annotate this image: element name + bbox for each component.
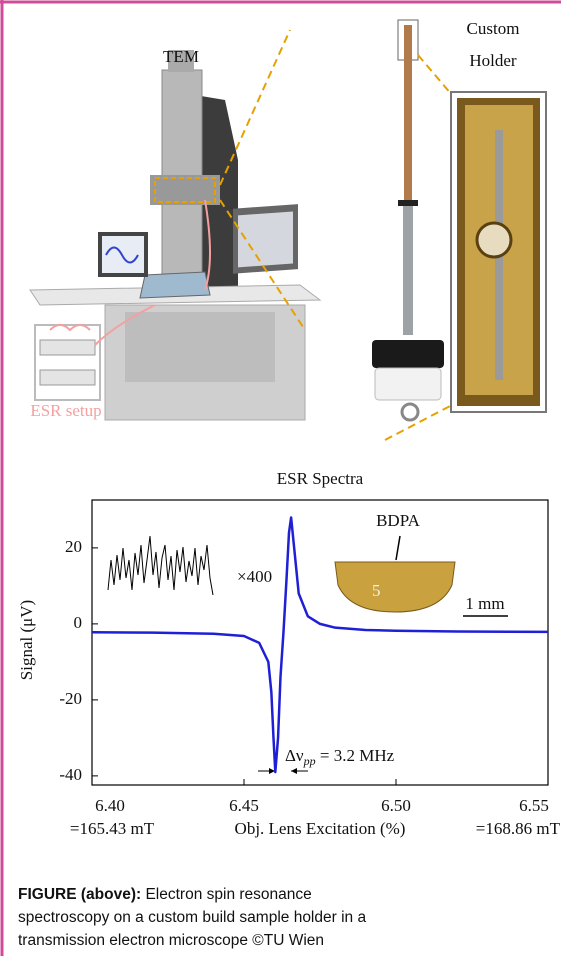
caption-line: spectroscopy on a custom build sample ho… [18, 909, 366, 926]
series-line [91, 516, 549, 774]
linewidth-value: = 3.2 MHz [316, 746, 395, 765]
pointer [395, 535, 401, 561]
caption-text: Electron spin resonance [141, 886, 312, 903]
y-tick-label: 20 [65, 537, 82, 556]
x-tick-label: 6.50 [381, 796, 411, 815]
x-sublabel: =168.86 mT [476, 819, 561, 838]
holder-label: Custom [467, 19, 520, 38]
caption-line: transmission electron microscope ©TU Wie… [18, 932, 324, 949]
noise-inset [107, 535, 214, 596]
y-axis-label: Signal (μV) [17, 600, 36, 680]
scale-bar-label: 1 mm [465, 594, 504, 613]
holder-illustration [372, 19, 547, 441]
x-tick-label: 6.40 [95, 796, 125, 815]
chart-title: ESR Spectra [277, 469, 364, 488]
linewidth-subscript: pp [303, 754, 316, 768]
plot-frame [91, 499, 549, 786]
y-tick-label: 0 [74, 613, 83, 632]
tem-label: TEM [163, 47, 199, 66]
tem-illustration [29, 29, 322, 421]
esr-setup-label: ESR setup [30, 401, 101, 420]
x-sublabel: =165.43 mT [70, 819, 155, 838]
x-tick-label: 6.45 [229, 796, 259, 815]
linewidth-symbol: Δν [285, 746, 304, 765]
noise-gain: ×400 [237, 567, 272, 586]
linewidth-annotation: Δνpp = 3.2 MHz [285, 746, 395, 768]
caption-label: FIGURE (above): [18, 886, 141, 903]
holder-label: Holder [469, 51, 517, 70]
y-tick-label: -40 [59, 765, 82, 784]
arrowheads [269, 768, 297, 774]
caption-line: FIGURE (above): Electron spin resonance [18, 886, 312, 903]
sample-photo [334, 561, 456, 613]
y-tick-label: -20 [59, 689, 82, 708]
chart: ESR Spectra Obj. Lens Excitation (%) =16… [17, 469, 561, 838]
photo-marking: 5 [372, 581, 381, 600]
inset-label: BDPA [376, 511, 421, 530]
x-axis-label: Obj. Lens Excitation (%) [235, 819, 406, 838]
x-tick-label: 6.55 [519, 796, 549, 815]
